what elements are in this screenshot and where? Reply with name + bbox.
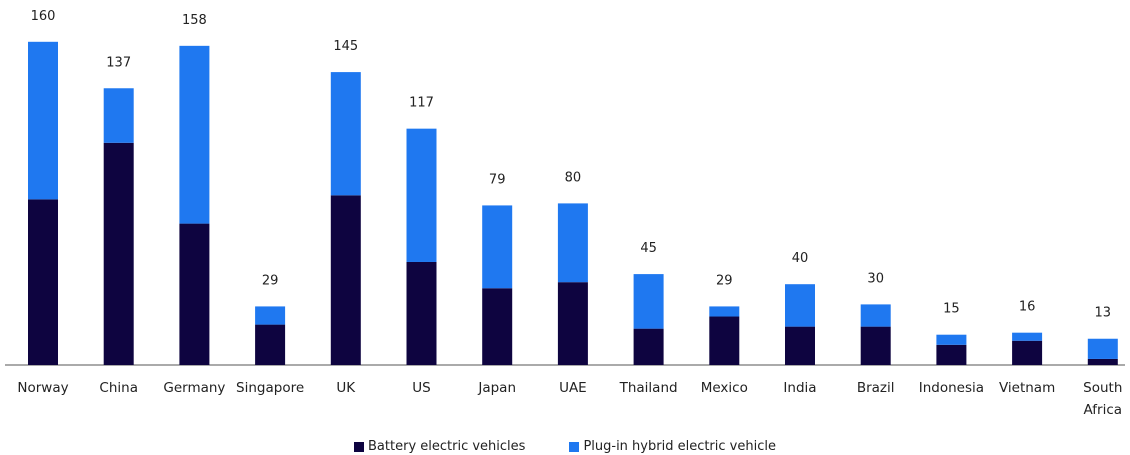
total-label: 160 [31, 9, 56, 24]
x-tick-label: China [81, 377, 157, 399]
bar-segment [255, 325, 285, 365]
x-tick-label: Brazil [838, 377, 914, 399]
bar-segment [709, 317, 739, 365]
legend-swatch [354, 442, 364, 452]
x-tick-label: Vietnam [989, 377, 1065, 399]
bar-segment [1088, 339, 1118, 359]
bar-segment [104, 143, 134, 365]
bar-segment [936, 335, 966, 345]
x-tick-label: Germany [156, 377, 232, 399]
total-label: 117 [409, 96, 434, 111]
bar-segment [1088, 359, 1118, 365]
total-label: 158 [182, 13, 207, 28]
x-tick-label: Thailand [611, 377, 687, 399]
total-label: 16 [1019, 300, 1036, 315]
x-tick-label: UAE [535, 377, 611, 399]
total-label: 45 [640, 241, 657, 256]
total-label: 29 [262, 273, 279, 288]
bar-segment [861, 327, 891, 365]
bar-segment [179, 46, 209, 224]
legend-swatch [569, 442, 579, 452]
total-label: 40 [792, 251, 809, 266]
bar-segment [785, 327, 815, 365]
bar-segment [936, 345, 966, 365]
total-label: 79 [489, 172, 506, 187]
bar-segment [634, 274, 664, 329]
total-label: 30 [867, 271, 884, 286]
bar-segment [28, 42, 58, 200]
bar-segment [1012, 341, 1042, 365]
bar-segment [558, 203, 588, 282]
total-label: 137 [106, 55, 131, 70]
bar-segment [558, 282, 588, 365]
legend-item: Plug-in hybrid electric vehicle [569, 439, 776, 454]
x-tick-label: Norway [5, 377, 81, 399]
x-tick-label: Singapore [232, 377, 308, 399]
bar-segment [709, 306, 739, 316]
bar-segment [407, 262, 437, 365]
bar-segment [482, 288, 512, 365]
bar-segment [861, 304, 891, 326]
legend-label: Battery electric vehicles [368, 439, 525, 454]
x-tick-label: UK [308, 377, 384, 399]
total-label: 15 [943, 302, 960, 317]
total-label: 29 [716, 273, 733, 288]
legend: Battery electric vehicles Plug-in hybrid … [0, 439, 1130, 455]
x-tick-label: Japan [459, 377, 535, 399]
bar-segment [28, 199, 58, 365]
bar-segment [179, 224, 209, 365]
total-label: 145 [333, 39, 358, 54]
bar-segment [331, 72, 361, 195]
total-label: 80 [565, 170, 582, 185]
x-tick-label: Indonesia [913, 377, 989, 399]
chart: 160 137 158 29 145 117 79 80 45 29 40 30 15 16 13 Batt… [0, 0, 1130, 455]
bar-segment [255, 306, 285, 324]
x-tick-label: India [762, 377, 838, 399]
bar-segment [331, 195, 361, 365]
total-label: 13 [1095, 306, 1112, 321]
bar-segment [482, 205, 512, 288]
legend-item: Battery electric vehicles [354, 439, 525, 454]
x-tick-label: US [384, 377, 460, 399]
bar-segment [407, 129, 437, 262]
plot: 160 137 158 29 145 117 79 80 45 29 40 30 15 16 13 [0, 0, 1130, 430]
legend-label: Plug-in hybrid electric vehicle [583, 439, 776, 454]
x-tick-label: Mexico [686, 377, 762, 399]
x-tick-label: South Africa [1065, 377, 1130, 421]
bar-segment [634, 329, 664, 365]
bar-segment [1012, 333, 1042, 341]
bar-segment [104, 88, 134, 143]
bar-segment [785, 284, 815, 326]
